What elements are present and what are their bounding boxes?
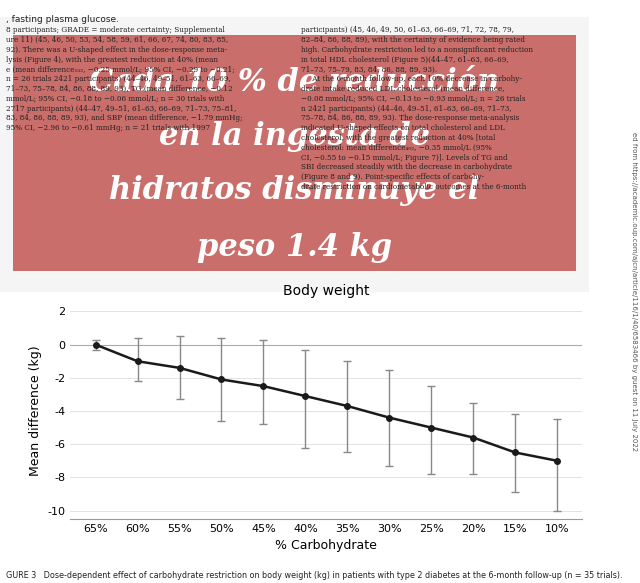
Text: en la ingesta de: en la ingesta de [159, 121, 430, 152]
Y-axis label: Mean difference (kg): Mean difference (kg) [29, 346, 42, 476]
Title: Body weight: Body weight [283, 284, 370, 298]
Text: Cada 10 % de reducción: Cada 10 % de reducción [89, 66, 500, 98]
Text: hidratos disminuye el: hidratos disminuye el [109, 175, 479, 206]
Text: , fasting plasma glucose.: , fasting plasma glucose. [6, 15, 120, 23]
Text: participants) (45, 46, 49, 50, 61–63, 66–69, 71, 72, 78, 79,
82–84, 86, 88, 89),: participants) (45, 46, 49, 50, 61–63, 66… [301, 26, 532, 191]
Text: 8 participants; GRADE = moderate certainty; Supplemental
ure 11) (45, 46, 50, 53: 8 participants; GRADE = moderate certain… [6, 26, 243, 132]
Text: peso 1.4 kg: peso 1.4 kg [197, 232, 392, 263]
Text: ed from https://academic.oup.com/ajcn/article/116/1/40/6583466 by guest on 11 Ju: ed from https://academic.oup.com/ajcn/ar… [631, 132, 637, 451]
X-axis label: % Carbohydrate: % Carbohydrate [275, 539, 378, 552]
Text: GURE 3   Dose-dependent effect of carbohydrate restriction on body weight (kg) i: GURE 3 Dose-dependent effect of carbohyd… [6, 571, 623, 580]
